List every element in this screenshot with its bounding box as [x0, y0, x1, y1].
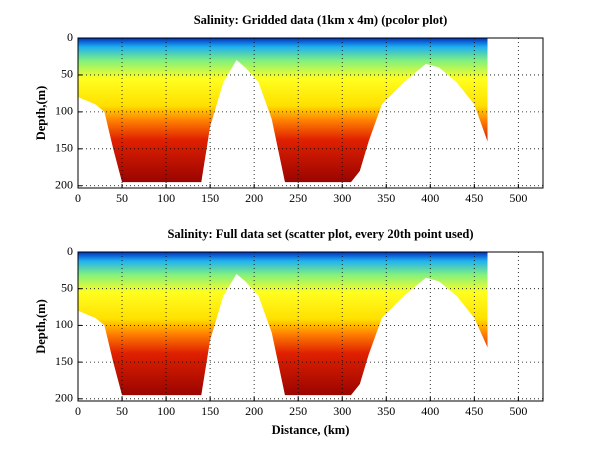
x-tick-label: 250 — [289, 404, 307, 418]
y-tick-label: 150 — [55, 141, 73, 155]
y-tick-label: 150 — [55, 354, 73, 368]
axes-box — [77, 37, 544, 189]
y-tick-label: 200 — [55, 391, 73, 405]
x-tick-label: 350 — [377, 404, 395, 418]
x-tick-label: 500 — [509, 404, 527, 418]
y-axis-label: Depth,(m) — [34, 86, 48, 141]
x-tick-label: 0 — [75, 404, 81, 418]
axes-box — [77, 251, 544, 402]
x-tick-label: 200 — [245, 404, 263, 418]
y-tick-label: 100 — [55, 104, 73, 118]
x-axis-label: Distance, (km) — [272, 423, 350, 437]
x-tick-label: 350 — [377, 191, 395, 205]
y-tick-label: 100 — [55, 317, 73, 331]
salinity-field — [78, 252, 488, 396]
chart-title: Salinity: Full data set (scatter plot, e… — [167, 227, 473, 241]
x-tick-label: 450 — [465, 404, 483, 418]
x-tick-label: 0 — [75, 191, 81, 205]
salinity-field — [78, 38, 488, 183]
x-tick-label: 150 — [201, 404, 219, 418]
y-tick-label: 0 — [67, 244, 73, 258]
x-tick-label: 100 — [157, 191, 175, 205]
x-tick-label: 150 — [201, 191, 219, 205]
x-tick-label: 300 — [333, 404, 351, 418]
x-tick-label: 400 — [421, 191, 439, 205]
y-tick-label: 50 — [61, 280, 73, 294]
x-tick-label: 300 — [333, 191, 351, 205]
x-tick-label: 250 — [289, 191, 307, 205]
x-tick-label: 50 — [116, 404, 128, 418]
x-tick-label: 500 — [509, 191, 527, 205]
x-tick-label: 100 — [157, 404, 175, 418]
x-tick-label: 400 — [421, 404, 439, 418]
y-tick-label: 0 — [67, 30, 73, 44]
x-tick-label: 50 — [116, 191, 128, 205]
chart-title: Salinity: Gridded data (1km x 4m) (pcolo… — [194, 13, 448, 27]
x-tick-label: 450 — [465, 191, 483, 205]
x-tick-label: 200 — [245, 191, 263, 205]
y-tick-label: 200 — [55, 178, 73, 192]
y-tick-label: 50 — [61, 67, 73, 81]
y-axis-label: Depth,(m) — [34, 299, 48, 354]
